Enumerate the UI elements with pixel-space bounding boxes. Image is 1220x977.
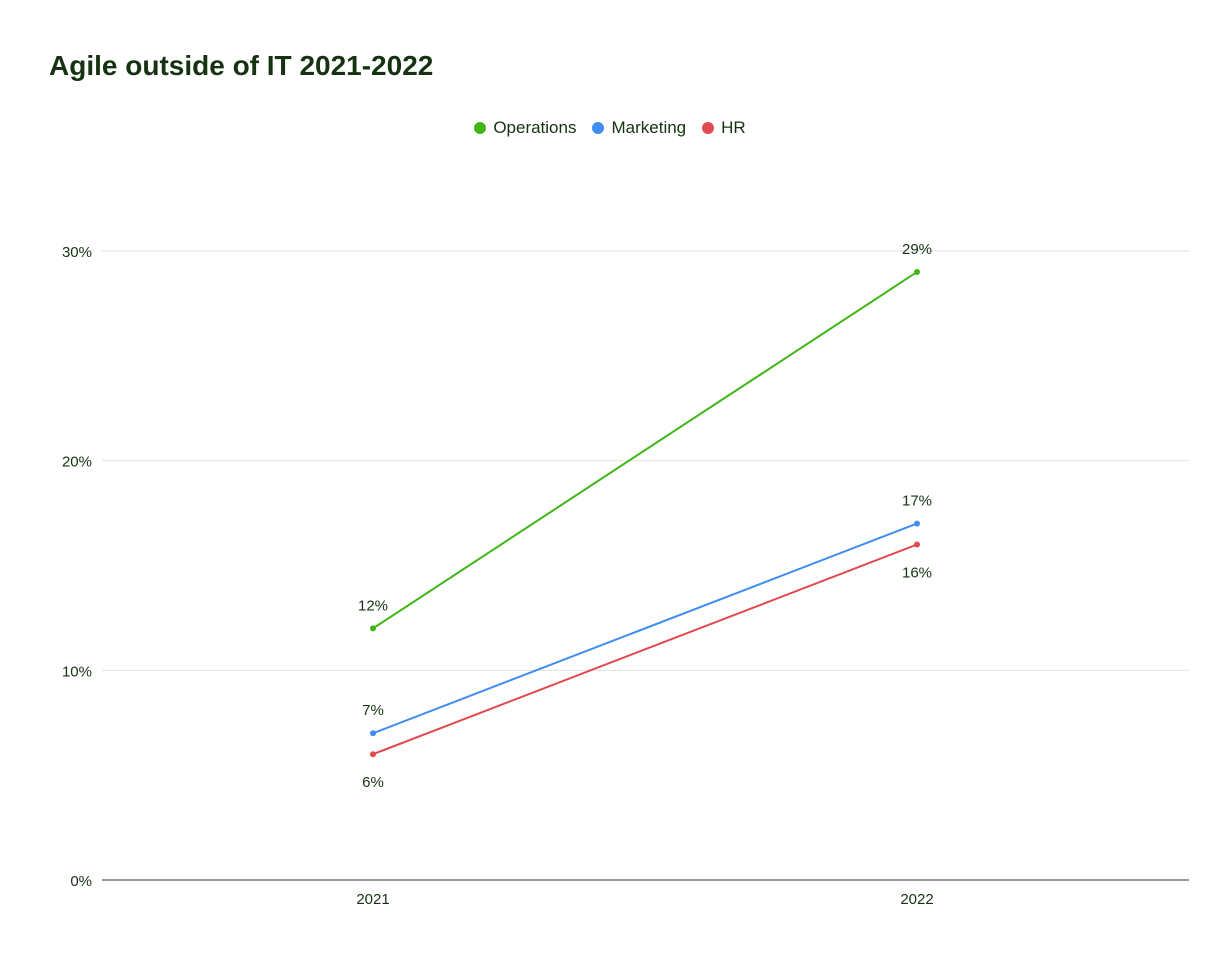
legend: Operations Marketing HR [0, 116, 1220, 140]
y-tick-label: 0% [70, 873, 92, 890]
y-tick-label: 20% [62, 454, 92, 471]
legend-label-marketing: Marketing [611, 118, 687, 137]
y-tick-label: 30% [62, 244, 92, 261]
legend-label-operations: Operations [493, 118, 577, 137]
legend-swatch-marketing [592, 122, 605, 134]
series-line-hr [372, 543, 918, 756]
legend-item-marketing: Marketing [592, 118, 686, 138]
series-line-marketing [372, 522, 918, 735]
legend-item-operations: Operations [474, 118, 576, 138]
legend-item-hr: HR [702, 118, 746, 138]
data-point-hr [370, 751, 376, 758]
x-tick-label: 2022 [900, 891, 933, 908]
y-tick-label: 10% [62, 663, 92, 680]
data-label-hr: 16% [902, 565, 932, 582]
legend-swatch-operations [474, 122, 487, 134]
chart-title: Agile outside of IT 2021-2022 [49, 50, 434, 81]
data-point-operations [370, 625, 376, 632]
data-point-hr [914, 541, 920, 548]
x-tick-label: 2021 [356, 891, 389, 908]
data-point-marketing [914, 520, 920, 527]
legend-swatch-hr [702, 122, 715, 134]
series-line-operations [372, 271, 918, 630]
data-point-marketing [370, 730, 376, 737]
data-label-operations: 12% [358, 597, 388, 614]
data-point-operations [914, 268, 920, 275]
data-label-operations: 29% [902, 241, 932, 258]
legend-label-hr: HR [721, 118, 746, 137]
data-label-marketing: 17% [902, 493, 932, 510]
data-label-marketing: 7% [362, 702, 384, 719]
data-label-hr: 6% [362, 774, 384, 791]
